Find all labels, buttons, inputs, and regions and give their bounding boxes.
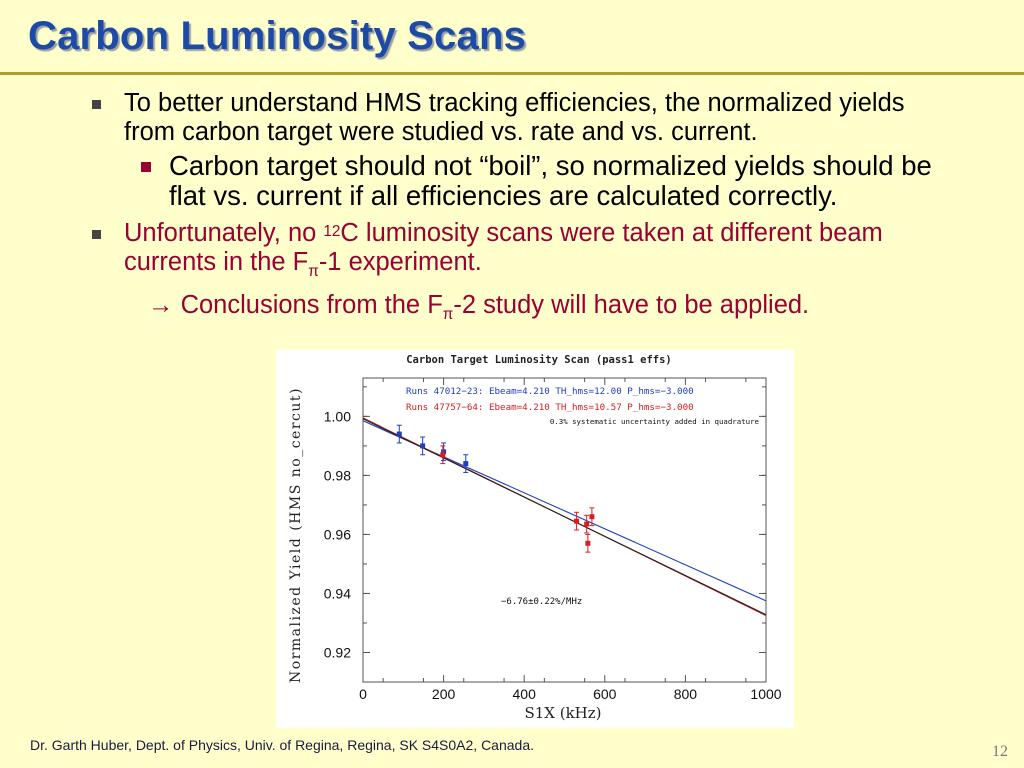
data-point (574, 518, 580, 524)
footer-text: Dr. Garth Huber, Dept. of Physics, Univ.… (30, 737, 534, 753)
bullet-square-icon (92, 100, 101, 109)
x-tick-label: 200 (432, 686, 456, 702)
fit-line (362, 418, 767, 616)
data-point (440, 452, 446, 458)
x-tick-label: 400 (513, 686, 537, 702)
fit-lines (362, 417, 767, 617)
x-tick-label: 600 (593, 686, 617, 702)
bullet-square-icon (92, 230, 101, 239)
x-tick-label: 800 (674, 686, 698, 702)
bullet-item-2: Carbon target should not “boil”, so norm… (86, 151, 946, 211)
y-tick-label: 0.94 (324, 585, 351, 601)
data-point (441, 449, 447, 455)
legend-entry-red: Runs 47757−64: Ebeam=4.210 TH_hms=10.57 … (406, 402, 694, 413)
systematic-note: 0.3% systematic uncertainty added in qua… (550, 417, 760, 426)
bullet-list: To better understand HMS tracking effici… (86, 89, 946, 329)
axis-ticks: 0 200 400 600 800 1000 0.92 0.94 0.96 0.98 1.00 (324, 378, 782, 702)
plot-frame (362, 377, 767, 683)
title-underline (0, 72, 1024, 75)
bullet-item-1: To better understand HMS tracking effici… (86, 89, 946, 147)
bullet-text-1: To better understand HMS tracking effici… (124, 89, 905, 146)
bullet-3-sub: π (308, 263, 319, 281)
y-tick-label: 1.00 (324, 408, 351, 424)
bullet-3-pre: Unfortunately, no (124, 219, 324, 247)
data-points (396, 424, 595, 553)
data-point (420, 443, 426, 449)
bullet-3-post: C luminosity scans were taken at differe… (124, 219, 883, 276)
data-point (584, 521, 590, 527)
x-tick-label: 0 (359, 686, 367, 702)
slide-title: Carbon Luminosity Scans (28, 14, 527, 58)
data-point (463, 461, 469, 467)
x-tick-label: 1000 (750, 686, 781, 702)
bullet-4-sub: π (442, 306, 454, 324)
legend-entry-blue: Runs 47012−23: Ebeam=4.210 TH_hms=12.00 … (406, 386, 694, 397)
y-tick-label: 0.92 (324, 644, 351, 660)
bullet-4-tail: -2 study will have to be applied. (453, 291, 810, 320)
data-point (396, 431, 402, 437)
data-point (589, 514, 595, 520)
bullet-3-tail: -1 experiment. (318, 248, 482, 276)
luminosity-chart: Carbon Target Luminosity Scan (pass1 eff… (276, 350, 794, 728)
bullet-item-4: → Conclusions from the Fπ-2 study will h… (86, 291, 946, 329)
slope-annotation: −6.76±0.22%/MHz (501, 597, 582, 607)
chart-svg: Carbon Target Luminosity Scan (pass1 eff… (288, 354, 782, 722)
bullet-3-sup: 12 (323, 223, 341, 240)
y-axis-label: Normalized Yield (HMS no_cercut) (288, 387, 304, 683)
bullet-4-pre: → Conclusions from the F (148, 291, 443, 320)
chart-title: Carbon Target Luminosity Scan (pass1 eff… (406, 354, 672, 366)
bullet-item-3: Unfortunately, no 12C luminosity scans w… (86, 219, 946, 286)
data-point (585, 540, 591, 546)
page-number: 12 (992, 743, 1008, 760)
x-axis-label: S1X (kHz) (524, 704, 601, 722)
bullet-square-icon (141, 162, 151, 172)
y-tick-label: 0.98 (324, 467, 351, 483)
bullet-text-2: Carbon target should not “boil”, so norm… (169, 150, 932, 211)
y-tick-label: 0.96 (324, 526, 351, 542)
